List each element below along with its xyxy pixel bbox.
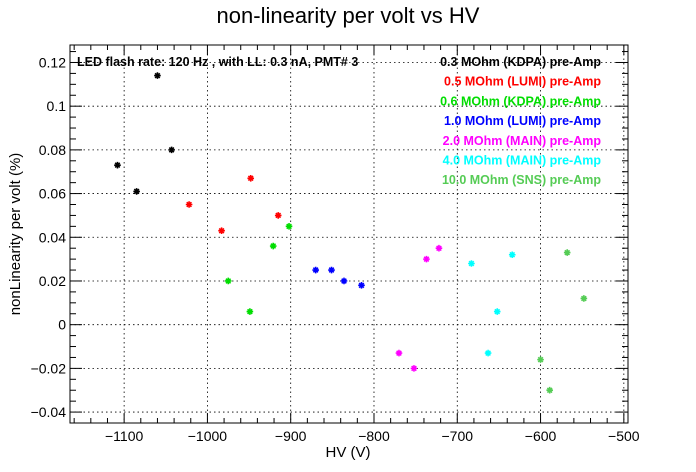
data-point-series-4 — [312, 266, 319, 274]
data-point-series-3 — [285, 223, 293, 230]
legend-entry-6: 4.0 MOhm (MAIN) pre-Amp — [443, 154, 602, 168]
data-point-series-3 — [246, 308, 254, 315]
data-point-series-4 — [340, 277, 348, 285]
data-point-series-3 — [269, 242, 277, 250]
x-tick-label: −1000 — [188, 428, 228, 444]
data-point-series-6 — [468, 260, 475, 267]
data-point-series-6 — [508, 251, 516, 259]
data-point-series-6 — [493, 308, 501, 315]
data-point-series-1 — [154, 72, 161, 79]
legend-entry-1: 0.3 MOhm (KDPA) pre-Amp — [440, 55, 601, 69]
plot-frame — [69, 44, 629, 424]
data-point-series-7 — [546, 386, 554, 394]
data-point-series-5 — [395, 349, 403, 357]
grid-lines — [70, 45, 628, 423]
x-tick-label: −800 — [358, 428, 390, 444]
y-tick-label: −0.02 — [31, 360, 67, 376]
data-point-series-1 — [168, 146, 175, 154]
data-point-series-5 — [410, 365, 418, 372]
data-point-series-2 — [185, 201, 193, 208]
data-point-series-4 — [358, 282, 365, 289]
data-point-series-6 — [484, 349, 492, 357]
y-axis-label: nonLinearity per volt (%) — [7, 153, 24, 316]
x-tick-label: −700 — [441, 428, 473, 444]
chart-annotation: LED flash rate: 120 Hz , with LL: 0.3 nA… — [77, 55, 358, 69]
data-point-series-7 — [580, 295, 588, 302]
data-point-series-1 — [133, 188, 140, 195]
y-tick-label: 0.02 — [39, 273, 66, 289]
y-tick-label: 0.1 — [47, 98, 67, 114]
data-point-series-2 — [274, 212, 282, 219]
y-tick-label: 0.08 — [39, 142, 66, 158]
y-tick-label: −0.04 — [31, 404, 67, 420]
legend-entry-3: 0.6 MOhm (KDPA) pre-Amp — [440, 94, 601, 108]
x-tick-label: −500 — [608, 428, 640, 444]
y-tick-label: 0.06 — [39, 186, 66, 202]
legend-entry-4: 1.0 MOhm (LUMI) pre-Amp — [444, 114, 601, 128]
legend-entry-7: 10.0 MOhm (SNS) pre-Amp — [442, 173, 601, 187]
x-tick-labels: −1100 −1000 −900 −800 −700 −600 −500 — [105, 428, 640, 444]
data-point-series-5 — [435, 244, 443, 252]
data-point-series-1 — [114, 161, 121, 169]
data-point-series-2 — [218, 227, 225, 235]
x-tick-label: −1100 — [105, 428, 143, 444]
chart-title: non-linearity per volt vs HV — [217, 3, 480, 28]
y-tick-label: 0.12 — [39, 54, 66, 70]
axis-ticks — [70, 45, 628, 424]
data-point-series-3 — [224, 277, 232, 285]
legend-entry-2: 0.5 MOhm (LUMI) pre-Amp — [444, 75, 601, 89]
data-point-series-2 — [247, 174, 255, 182]
data-point-series-5 — [423, 255, 430, 263]
data-point-series-7 — [537, 356, 544, 363]
x-axis-label: HV (V) — [326, 444, 371, 461]
y-tick-label: 0 — [58, 317, 66, 333]
y-tick-labels: −0.04 −0.02 0 0.02 0.04 0.06 0.08 0.1 0.12 — [31, 54, 67, 420]
data-point-series-7 — [563, 249, 571, 256]
data-points — [114, 72, 588, 394]
y-tick-label: 0.04 — [39, 229, 66, 245]
x-tick-label: −600 — [525, 428, 557, 444]
legend: 0.3 MOhm (KDPA) pre-Amp 0.5 MOhm (LUMI) p… — [440, 55, 601, 187]
x-tick-label: −900 — [275, 428, 307, 444]
legend-entry-5: 2.0 MOhm (MAIN) pre-Amp — [443, 134, 602, 148]
data-point-series-4 — [328, 266, 335, 274]
